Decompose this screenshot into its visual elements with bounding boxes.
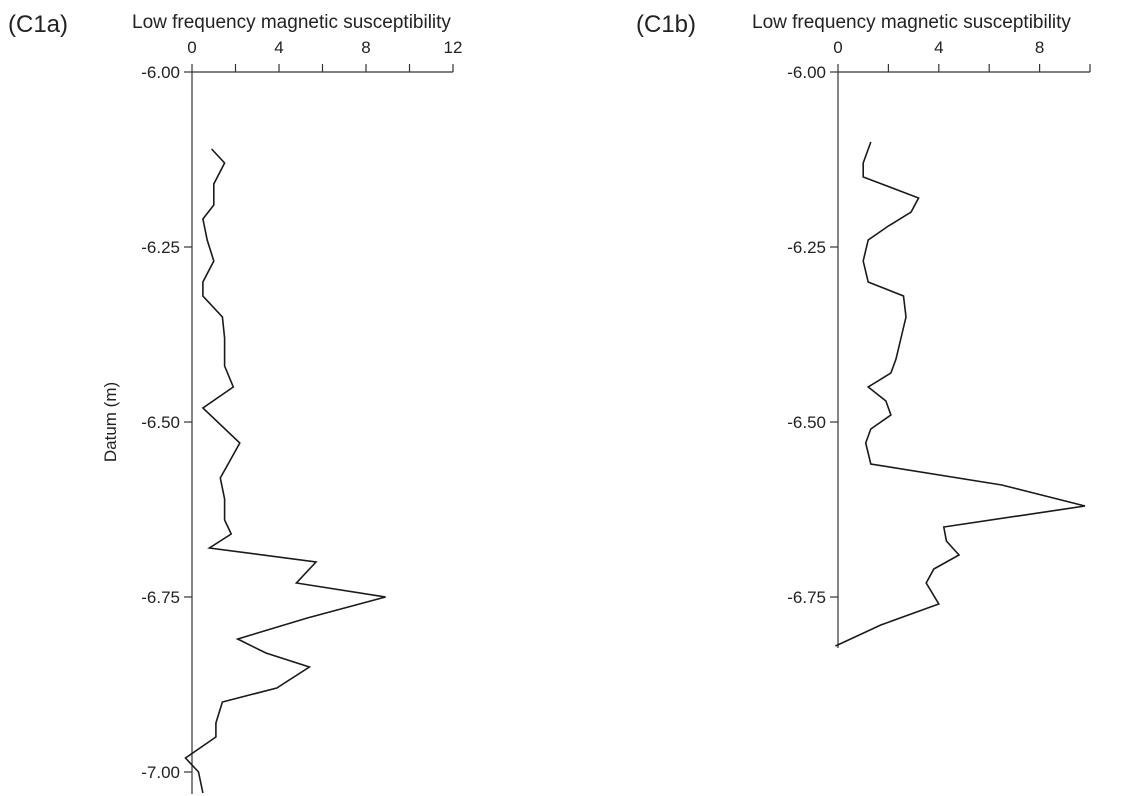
panel-c1b-x-tick-label: 0 (833, 38, 842, 57)
panel-c1a-y-tick-label: -6.50 (141, 413, 180, 432)
panel-c1b-label: (C1b) (636, 11, 696, 38)
panel-c1b-y-tick-label: -6.25 (787, 238, 826, 257)
panel-c1a-y-tick-label: -6.75 (141, 588, 180, 607)
panel-c1a-ylabel: Datum (m) (101, 382, 120, 462)
panel-c1b-axes: 0 4 8 -6.00 -6.25 -6.50 -6.75 (787, 38, 1091, 648)
panel-c1b-y-tick-label: -6.00 (787, 63, 826, 82)
panel-c1b-series-line (835, 141, 1086, 647)
panel-c1b: (C1b) Low frequency magnetic susceptibil… (636, 11, 1091, 648)
panel-c1a-axes: 0 4 8 12 -6.00 -6.25 -6.50 -6.75 -7.00 (141, 38, 462, 794)
panel-c1b-title: Low frequency magnetic susceptibility (752, 12, 1071, 33)
panel-c1b-y-tick-label: -6.75 (787, 588, 826, 607)
panel-c1a: (C1a) Low frequency magnetic susceptibil… (8, 11, 462, 794)
panel-c1a-title: Low frequency magnetic susceptibility (132, 12, 451, 33)
panel-c1a-x-tick-label: 0 (187, 38, 196, 57)
panel-c1a-y-tick-label: -6.25 (141, 238, 180, 257)
panel-c1b-y-tick-label: -6.50 (787, 413, 826, 432)
panel-c1a-y-tick-label: -6.00 (141, 63, 180, 82)
panel-c1a-x-tick-label: 4 (274, 38, 283, 57)
panel-c1a-label: (C1a) (8, 11, 68, 38)
panel-c1a-x-tick-label: 12 (444, 38, 463, 57)
panel-c1a-y-tick-label: -7.00 (141, 763, 180, 782)
panel-c1a-series-line (184, 148, 386, 794)
panel-c1b-x-tick-label: 4 (934, 38, 943, 57)
panel-c1a-x-tick-label: 8 (361, 38, 370, 57)
panel-c1b-x-tick-label: 8 (1035, 38, 1044, 57)
